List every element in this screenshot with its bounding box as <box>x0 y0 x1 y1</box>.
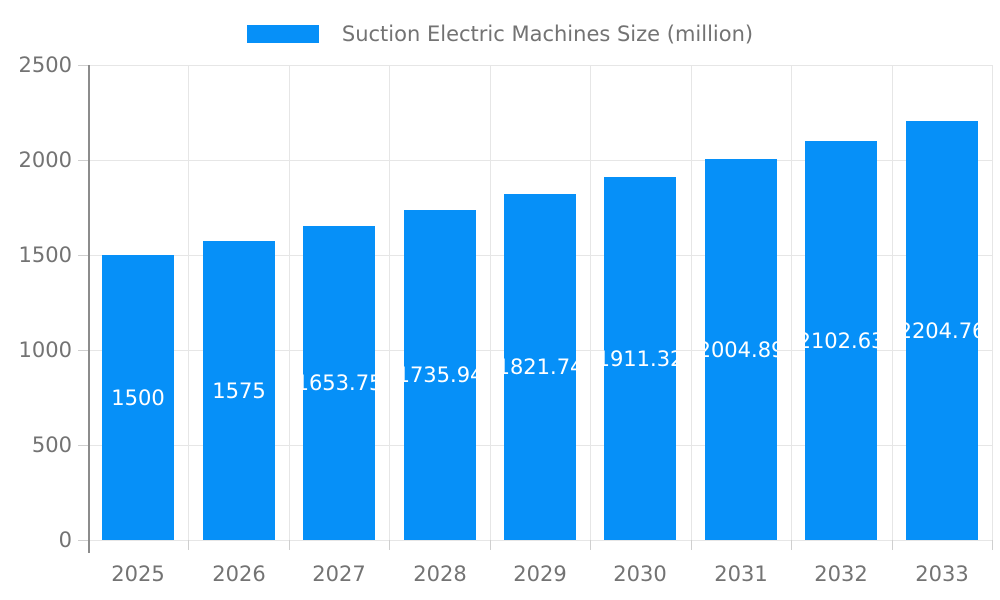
bar-2027: 1653.75 <box>303 226 375 540</box>
y-axis-tick <box>78 445 88 446</box>
y-tick-label: 0 <box>58 528 72 552</box>
bar-value-label: 1500 <box>111 385 165 410</box>
x-tick-label: 2028 <box>413 562 467 586</box>
gridline-vertical <box>289 65 290 540</box>
y-tick-label: 2000 <box>18 148 72 172</box>
bar-value-label: 1735.94 <box>404 363 476 387</box>
bar-value-label: 2004.89 <box>705 337 777 362</box>
x-tick-label: 2025 <box>111 562 165 586</box>
legend-label: Suction Electric Machines Size (million) <box>341 22 754 46</box>
x-axis-tick <box>791 540 792 550</box>
bar-value-label: 1911.32 <box>604 346 676 371</box>
y-axis-line <box>88 65 90 553</box>
x-tick-label: 2032 <box>814 562 868 586</box>
x-tick-label: 2029 <box>513 562 567 586</box>
y-axis-tick <box>78 540 88 541</box>
gridline-vertical <box>691 65 692 540</box>
bar-2026: 1575 <box>203 241 275 540</box>
bar-value-label: 1821.74 <box>504 355 576 379</box>
y-axis-tick <box>78 255 88 256</box>
bar-value-label: 2102.63 <box>805 328 877 353</box>
x-axis-tick <box>992 540 993 550</box>
bar-value-label: 1575 <box>212 378 266 403</box>
y-tick-label: 2500 <box>18 53 72 77</box>
y-axis-tick <box>78 160 88 161</box>
y-axis-tick <box>78 65 88 66</box>
y-tick-label: 1000 <box>18 338 72 362</box>
gridline-vertical <box>791 65 792 540</box>
x-axis-tick <box>188 540 189 550</box>
gridline-vertical <box>188 65 189 540</box>
x-axis-tick <box>892 540 893 550</box>
gridline-vertical <box>389 65 390 540</box>
x-tick-label: 2030 <box>613 562 667 586</box>
x-axis-tick <box>691 540 692 550</box>
x-axis-tick <box>490 540 491 550</box>
gridline-vertical <box>590 65 591 540</box>
bar-2032: 2102.63 <box>805 141 877 540</box>
bar-2030: 1911.32 <box>604 177 676 540</box>
gridline-horizontal <box>88 65 992 66</box>
y-tick-label: 500 <box>31 433 72 457</box>
bar-2029: 1821.74 <box>504 194 576 540</box>
bar-2025: 1500 <box>102 255 174 540</box>
x-axis-tick <box>590 540 591 550</box>
gridline-vertical <box>490 65 491 540</box>
x-axis-tick <box>289 540 290 550</box>
legend-swatch <box>246 25 319 43</box>
y-tick-label: 1500 <box>18 243 72 267</box>
gridline-horizontal <box>88 540 992 541</box>
gridline-vertical <box>992 65 993 540</box>
x-tick-label: 2033 <box>915 562 969 586</box>
x-tick-label: 2026 <box>212 562 266 586</box>
y-axis-tick <box>78 350 88 351</box>
bar-2028: 1735.94 <box>404 210 476 540</box>
bar-value-label: 1653.75 <box>303 371 375 395</box>
x-axis-tick <box>389 540 390 550</box>
bar-2031: 2004.89 <box>705 159 777 540</box>
x-tick-label: 2027 <box>312 562 366 586</box>
gridline-vertical <box>892 65 893 540</box>
legend-item[interactable]: Suction Electric Machines Size (million) <box>0 22 1000 46</box>
gridline-horizontal <box>88 160 992 161</box>
x-tick-label: 2031 <box>714 562 768 586</box>
